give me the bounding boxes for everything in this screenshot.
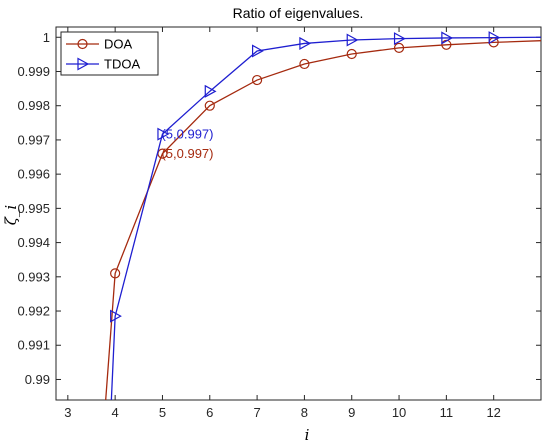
y-tick-label: 0.991 (17, 338, 50, 353)
y-tick-label: 0.996 (17, 167, 50, 182)
data-tip-label: (5,0.997) (161, 127, 213, 142)
x-tick-label: 12 (486, 405, 500, 420)
legend-label-tdoa: TDOA (104, 57, 140, 72)
data-point-doa (110, 268, 121, 279)
y-tick-label: 0.994 (17, 235, 50, 250)
y-tick-label: 1 (43, 30, 50, 45)
x-axis-label: i (305, 426, 310, 444)
x-tick-label: 8 (301, 405, 308, 420)
legend-box (60, 31, 159, 76)
legend: DOA TDOA (60, 31, 159, 76)
data-point-doa (393, 42, 405, 53)
y-axis-label: ζ_i (2, 205, 20, 226)
legend-label-doa: DOA (104, 37, 133, 52)
y-tick-label: 0.993 (17, 269, 50, 284)
plot-area: 3 4 5 6 7 8 9 10 11 12 0.99 0.991 0.992 0.993 0.994 0.9… (17, 26, 542, 420)
x-tick-label: 11 (440, 405, 454, 420)
x-tick-label: 5 (159, 405, 166, 420)
data-point-doa (299, 58, 310, 70)
chart-title: Ratio of eigenvalues. (233, 5, 364, 21)
data-point-doa (346, 48, 357, 60)
data-point-tdoa (110, 309, 122, 323)
x-tick-label: 4 (112, 405, 119, 420)
x-tick-label: 10 (392, 405, 406, 420)
y-tick-label: 0.992 (17, 304, 50, 319)
x-tick-label: 3 (64, 405, 71, 420)
x-tick-label: 9 (348, 405, 355, 420)
data-point-doa (251, 74, 263, 86)
y-tick-label: 0.999 (17, 64, 50, 79)
y-tick-label: 0.997 (17, 132, 50, 147)
legend-marker-doa (77, 38, 88, 50)
data-point-tdoa (204, 84, 217, 98)
data-point-tdoa (441, 31, 454, 45)
series-line-tdoa (110, 36, 541, 400)
data-point-tdoa (251, 44, 264, 58)
y-tick-label: 0.995 (17, 201, 50, 216)
x-tick-label: 6 (206, 405, 213, 420)
data-point-doa (204, 100, 215, 111)
data-point-tdoa (299, 36, 312, 50)
y-tick-label: 0.998 (17, 98, 50, 113)
series-group (105, 31, 541, 400)
x-tick-label: 7 (253, 405, 260, 420)
axes-box (55, 26, 542, 401)
data-tip-label: (5,0.997) (161, 146, 213, 161)
data-point-tdoa (393, 32, 406, 46)
data-point-tdoa (157, 127, 170, 141)
data-point-tdoa (346, 33, 359, 47)
y-tick-label: 0.99 (25, 372, 50, 387)
data-point-tdoa (488, 31, 501, 45)
legend-marker-tdoa (77, 57, 90, 71)
